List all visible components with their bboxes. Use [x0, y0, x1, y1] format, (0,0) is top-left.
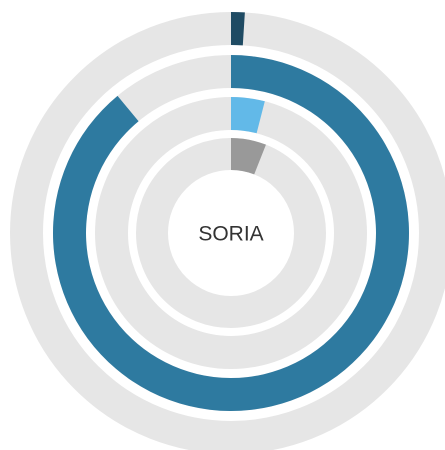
- ring-bar: [231, 138, 266, 175]
- ring-bar: [231, 97, 265, 134]
- center-label: SORIA: [198, 223, 263, 246]
- ring-bar: [231, 12, 245, 46]
- center-disc: [169, 171, 293, 295]
- rings: [10, 12, 445, 450]
